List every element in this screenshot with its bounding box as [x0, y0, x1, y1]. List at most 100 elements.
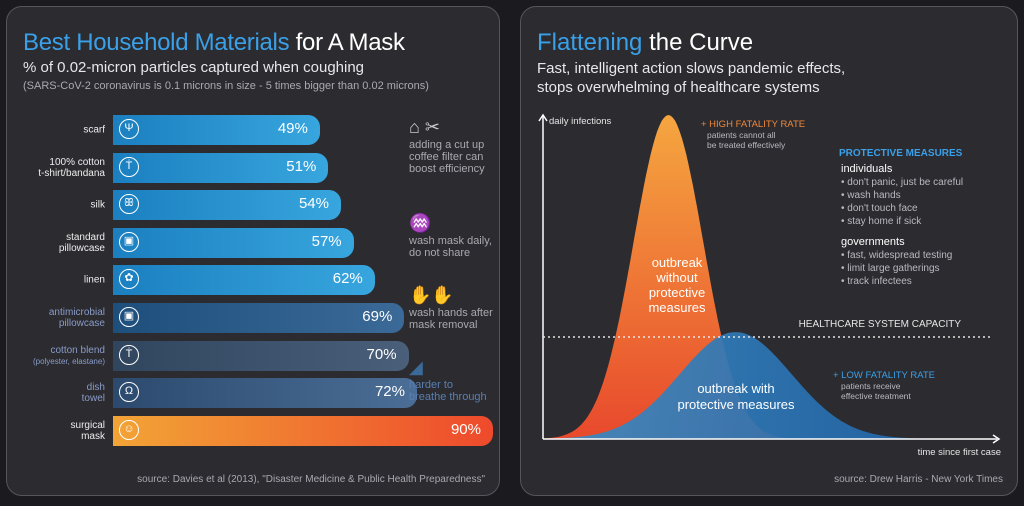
material-icon: ▣	[119, 231, 139, 252]
bar: ✿ 62%	[113, 265, 375, 296]
outbreak-without-measures-area	[543, 115, 991, 439]
low-fatality-note: effective treatment	[841, 391, 911, 401]
bar-category-label-line: pillowcase	[58, 242, 105, 254]
low-fatality-title: + LOW FATALITY RATE	[833, 370, 935, 381]
bar-category-label: scarf	[7, 125, 105, 136]
curve-title-highlight: Flattening	[537, 29, 643, 56]
mask-source: source: Davies et al (2013), "Disaster M…	[137, 474, 485, 485]
bar-value-label: 70%	[366, 345, 397, 363]
bar-category-label: silk	[7, 200, 105, 211]
curve-subtitle-line-2: stops overwhelming of healthcare systems	[537, 79, 820, 96]
gloves-icon: ✋✋	[409, 285, 454, 305]
bar-row: dish towel Ω 72%	[7, 378, 499, 409]
bar-row: linen ✿ 62%	[7, 265, 499, 296]
wedge-icon: ◢	[409, 357, 423, 377]
blue-series-label: outbreak with	[697, 381, 774, 396]
bar-category-label: antimicrobial pillowcase	[7, 307, 105, 329]
mask-panel-subtitle: % of 0.02-micron particles captured when…	[23, 59, 365, 76]
mask-panel-note: (SARS-CoV-2 coronavirus is 0.1 microns i…	[23, 80, 429, 92]
bar-category-label-line: towel	[81, 393, 105, 405]
measures-group-heading: governments	[841, 236, 905, 248]
curve-panel-title: Flattening the Curve	[537, 29, 753, 57]
bar-value-label: 90%	[450, 420, 481, 438]
high-fatality-note: patients cannot all	[707, 130, 776, 140]
curve-panel-subtitle: Fast, intelligent action slows pandemic …	[537, 59, 845, 97]
bar-value-label: 51%	[286, 157, 317, 175]
bar-value-label: 49%	[277, 120, 308, 137]
mask-tip-text: adding a cut up coffee filter can boost …	[409, 139, 485, 175]
measures-group-heading: individuals	[841, 163, 893, 175]
bar-category-label-line: surgical	[70, 419, 105, 431]
material-icon: ▣	[119, 307, 139, 327]
curve-title-rest: the Curve	[642, 29, 754, 56]
outbreak-with-measures-area	[543, 332, 991, 439]
bar-category-label: standard pillowcase	[7, 232, 105, 254]
bar-category-label-line: cotton blend	[50, 344, 106, 356]
measures-item: • track infectees	[841, 276, 912, 287]
bar-row: 100% cotton t-shirt/bandana Ṫ 51%	[7, 152, 499, 183]
coffee-filter-icon: ⌂ ✂	[409, 117, 440, 137]
bar-value-label: 72%	[374, 383, 405, 401]
bar: ▣ 57%	[113, 227, 354, 258]
bar-row: standard pillowcase ▣ 57%	[7, 227, 499, 258]
measures-item: • fast, widespread testing	[841, 250, 952, 261]
measures-item: • don't touch face	[841, 203, 918, 214]
mask-title-rest: for A Mask	[289, 29, 405, 56]
bar-category-label-line: linen	[83, 274, 105, 286]
orange-series-label: without	[655, 270, 698, 285]
x-axis-label: time since first case	[918, 447, 1001, 458]
mask-tip: ◢ harder to breathe through	[409, 357, 493, 403]
bar-row: cotton blend (polyester, elastane) Ṫ 70%	[7, 340, 499, 371]
low-fatality-note: patients receive	[841, 381, 901, 391]
bar-category-label: linen	[7, 275, 105, 286]
bar-value-label: 69%	[362, 308, 393, 325]
mask-title-highlight: Best Household Materials	[23, 29, 290, 56]
high-fatality-note: be treated effectively	[707, 140, 786, 150]
measures-title: PROTECTIVE MEASURES	[839, 148, 963, 159]
bar-category-label-line: antimicrobial	[48, 307, 105, 318]
bar-category-label-line: (polyester, elastane)	[32, 356, 105, 366]
bar-value-label: 62%	[332, 270, 363, 288]
bar-row: antimicrobial pillowcase ▣ 69%	[7, 303, 499, 333]
flatten-curve-chart: HEALTHCARE SYSTEM CAPACITY daily infectio…	[538, 113, 1001, 458]
flatten-curve-panel: Flattening the Curve Fast, intelligent a…	[520, 6, 1018, 496]
bar-category-label-line: scarf	[83, 124, 105, 136]
bar: Ṫ 70%	[113, 340, 409, 371]
mask-tip: ⌂ ✂ adding a cut up coffee filter can boo…	[409, 117, 493, 175]
y-axis-arrow	[538, 113, 548, 122]
mask-tip-text: wash hands after mask removal	[409, 307, 493, 331]
orange-series-label: protective	[649, 285, 705, 300]
mask-tip-text: wash mask daily, do not share	[409, 235, 492, 259]
y-axis-label: daily infections	[549, 116, 612, 127]
material-icon: ☺	[119, 419, 139, 440]
bar-category-label: surgical mask	[7, 420, 105, 442]
curve-subtitle-line-1: Fast, intelligent action slows pandemic …	[537, 60, 846, 77]
bar: Ω 72%	[113, 378, 417, 409]
material-icon: Ψ	[119, 119, 139, 139]
material-icon: ✿	[119, 269, 139, 290]
orange-series-label: outbreak	[652, 255, 703, 270]
bar-value-label: 57%	[311, 232, 342, 250]
bar-row: surgical mask ☺ 90%	[7, 415, 499, 446]
bar-category-label-line: 100% cotton	[49, 156, 105, 168]
measures-item: • limit large gatherings	[841, 263, 940, 274]
bar-row: silk ꕥ 54%	[7, 190, 499, 221]
bar: Ṫ 51%	[113, 152, 329, 183]
blue-series-label: protective measures	[677, 397, 795, 412]
material-icon: Ω	[119, 382, 139, 403]
orange-series-label: measures	[648, 300, 706, 315]
bar-category-label: cotton blend (polyester, elastane)	[7, 345, 105, 367]
mask-tip: ♒ wash mask daily, do not share	[409, 213, 493, 259]
high-fatality-title: + HIGH FATALITY RATE	[701, 119, 805, 130]
bar: ꕥ 54%	[113, 190, 341, 221]
mask-panel-title: Best Household Materials for A Mask	[23, 29, 405, 57]
x-axis-arrow	[992, 434, 1001, 444]
bar: ☺ 90%	[113, 415, 493, 446]
curve-source: source: Drew Harris - New York Times	[834, 474, 1003, 485]
measures-item: • wash hands	[841, 190, 901, 201]
measures-item: • don't panic, just be careful	[841, 177, 963, 188]
bar-category-label: dish towel	[7, 382, 105, 404]
bar-value-label: 54%	[298, 195, 329, 213]
bar-row: scarf Ψ 49%	[7, 115, 499, 145]
material-icon: Ṫ	[119, 344, 139, 365]
